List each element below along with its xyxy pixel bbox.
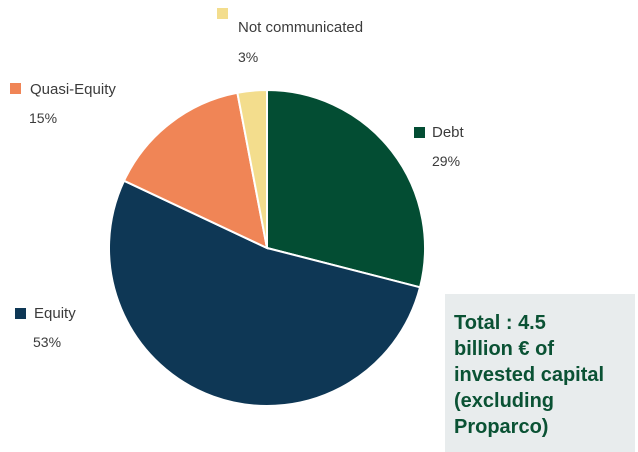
legend-label-debt: Debt xyxy=(432,124,465,141)
legend-label-equity: Equity xyxy=(34,305,76,322)
legend-label-quasi-equity: Quasi-Equity xyxy=(30,81,116,98)
pie-slice-equity xyxy=(108,179,422,407)
pie-slice-debt xyxy=(266,88,426,289)
total-callout-text: Total : 4.5 billion € of invested capita… xyxy=(454,312,605,438)
legend-swatch-not-communicated xyxy=(217,8,228,19)
pie-slices xyxy=(108,88,426,407)
pie-slice-quasi-equity xyxy=(122,91,269,250)
total-callout: Total : 4.5 billion € of invested capita… xyxy=(445,294,635,452)
legend-swatch-quasi-equity xyxy=(10,83,21,94)
legend-label-not-communicated: Not communicated xyxy=(238,19,363,36)
legend-swatch-debt xyxy=(414,127,425,138)
legend-value-quasi-equity: 15% xyxy=(29,110,57,126)
legend-value-debt: 29% xyxy=(432,153,460,169)
legend-value-equity: 53% xyxy=(33,334,61,350)
legend-swatch-equity xyxy=(15,308,26,319)
pie-slice-not-communicated xyxy=(236,88,268,249)
pie-legend: Debt 29% Equity 53% Quasi-Equity 15% Not commu… xyxy=(10,8,465,350)
legend-value-not-communicated: 3% xyxy=(238,49,258,65)
